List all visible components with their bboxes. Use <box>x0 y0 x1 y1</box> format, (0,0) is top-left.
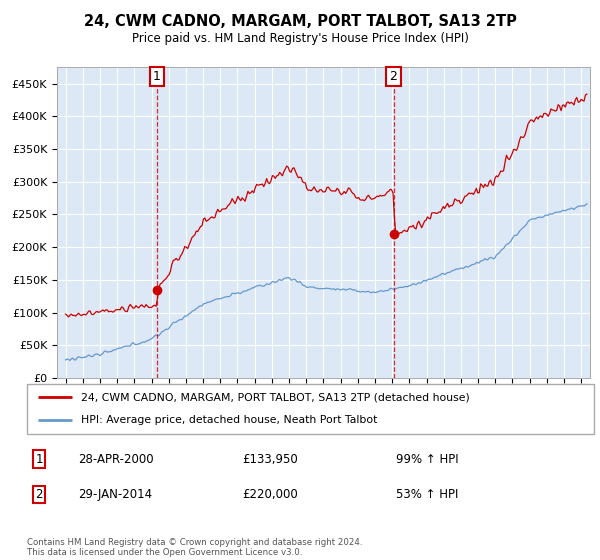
Text: 2: 2 <box>35 488 43 501</box>
Text: 1: 1 <box>153 70 161 83</box>
Text: Contains HM Land Registry data © Crown copyright and database right 2024.
This d: Contains HM Land Registry data © Crown c… <box>27 538 362 557</box>
Text: 53% ↑ HPI: 53% ↑ HPI <box>395 488 458 501</box>
Text: 28-APR-2000: 28-APR-2000 <box>78 452 154 466</box>
Text: 24, CWM CADNO, MARGAM, PORT TALBOT, SA13 2TP: 24, CWM CADNO, MARGAM, PORT TALBOT, SA13… <box>83 14 517 29</box>
Text: 1: 1 <box>35 452 43 466</box>
Bar <box>157 67 394 378</box>
FancyBboxPatch shape <box>27 384 594 434</box>
Text: Price paid vs. HM Land Registry's House Price Index (HPI): Price paid vs. HM Land Registry's House … <box>131 32 469 45</box>
Text: £133,950: £133,950 <box>242 452 298 466</box>
Text: 29-JAN-2014: 29-JAN-2014 <box>78 488 152 501</box>
Text: 24, CWM CADNO, MARGAM, PORT TALBOT, SA13 2TP (detached house): 24, CWM CADNO, MARGAM, PORT TALBOT, SA13… <box>81 392 470 402</box>
Text: HPI: Average price, detached house, Neath Port Talbot: HPI: Average price, detached house, Neat… <box>81 416 377 426</box>
Text: £220,000: £220,000 <box>242 488 298 501</box>
Text: 99% ↑ HPI: 99% ↑ HPI <box>395 452 458 466</box>
Text: 2: 2 <box>389 70 397 83</box>
